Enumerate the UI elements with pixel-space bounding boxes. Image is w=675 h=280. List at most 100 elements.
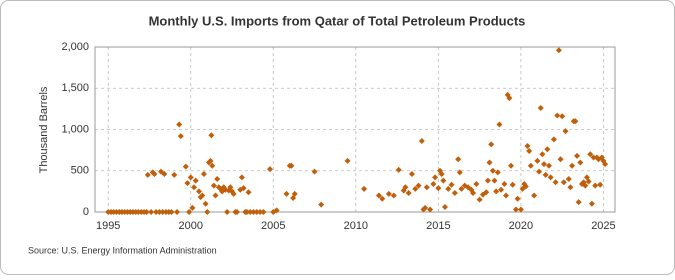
point xyxy=(245,189,252,196)
point xyxy=(230,190,237,197)
point xyxy=(192,177,199,184)
point xyxy=(156,209,163,215)
point xyxy=(438,171,445,178)
point xyxy=(318,201,325,208)
point xyxy=(187,174,194,181)
point xyxy=(176,121,183,128)
point xyxy=(174,209,181,215)
point xyxy=(233,209,240,215)
point xyxy=(587,151,594,158)
point xyxy=(476,196,483,203)
point xyxy=(552,179,559,186)
point xyxy=(555,47,562,54)
point xyxy=(506,95,513,102)
point xyxy=(575,199,582,206)
point xyxy=(522,183,529,190)
point xyxy=(204,209,211,215)
point xyxy=(602,161,609,168)
point xyxy=(151,171,158,178)
point xyxy=(514,195,521,202)
point xyxy=(209,162,216,169)
point xyxy=(238,174,245,181)
point xyxy=(311,168,318,175)
point xyxy=(395,166,402,173)
point xyxy=(202,200,209,207)
point xyxy=(171,171,178,178)
point xyxy=(291,190,298,197)
y-tick-label: 1,000 xyxy=(61,123,89,135)
point xyxy=(517,206,524,213)
point xyxy=(557,156,564,163)
point xyxy=(273,207,280,214)
point xyxy=(592,182,599,189)
point xyxy=(537,105,544,112)
point xyxy=(427,206,434,213)
x-tick-label: 2000 xyxy=(179,220,203,232)
x-tick-label: 2015 xyxy=(426,220,450,232)
point xyxy=(375,192,382,199)
point xyxy=(494,169,501,176)
point xyxy=(143,209,150,215)
point xyxy=(144,171,151,178)
point xyxy=(247,209,254,215)
point xyxy=(527,162,534,169)
point xyxy=(562,128,569,135)
point xyxy=(288,162,295,169)
point xyxy=(189,204,196,211)
point xyxy=(590,154,597,161)
point xyxy=(536,168,543,175)
source-note: Source: U.S. Energy Information Administ… xyxy=(28,245,217,255)
point xyxy=(415,182,422,189)
point xyxy=(534,157,541,164)
point xyxy=(191,184,198,191)
point xyxy=(486,159,493,166)
point xyxy=(489,167,496,174)
point xyxy=(491,177,498,184)
point xyxy=(559,113,566,120)
point xyxy=(588,200,595,207)
point xyxy=(405,190,412,197)
point xyxy=(266,166,273,173)
point xyxy=(432,174,439,181)
point xyxy=(526,147,533,154)
point xyxy=(585,178,592,185)
point xyxy=(161,171,168,178)
point xyxy=(455,156,462,163)
point xyxy=(153,209,160,215)
point xyxy=(402,184,409,191)
y-tick-label: 2,000 xyxy=(61,41,89,53)
point xyxy=(440,177,447,184)
point xyxy=(541,161,548,168)
point xyxy=(214,176,221,182)
x-tick-label: 2005 xyxy=(261,220,285,232)
point xyxy=(503,192,510,199)
point xyxy=(199,192,206,199)
point xyxy=(560,179,567,186)
point xyxy=(196,188,202,195)
point xyxy=(441,204,448,211)
point xyxy=(430,180,437,187)
point xyxy=(422,204,429,211)
x-tick-label: 2025 xyxy=(591,220,615,232)
point xyxy=(498,186,505,193)
point xyxy=(177,133,184,140)
point xyxy=(577,159,584,166)
point xyxy=(212,192,219,199)
point xyxy=(550,136,557,143)
point xyxy=(567,184,574,191)
point xyxy=(539,151,546,158)
point xyxy=(385,190,392,197)
point xyxy=(597,181,604,188)
point xyxy=(448,181,455,188)
point xyxy=(435,185,442,192)
point xyxy=(545,162,552,169)
chart-title: Monthly U.S. Imports from Qatar of Total… xyxy=(149,13,526,28)
point xyxy=(243,209,250,215)
point xyxy=(531,192,538,199)
point xyxy=(412,185,419,192)
point xyxy=(483,189,490,196)
point xyxy=(572,118,579,125)
point xyxy=(565,176,572,182)
